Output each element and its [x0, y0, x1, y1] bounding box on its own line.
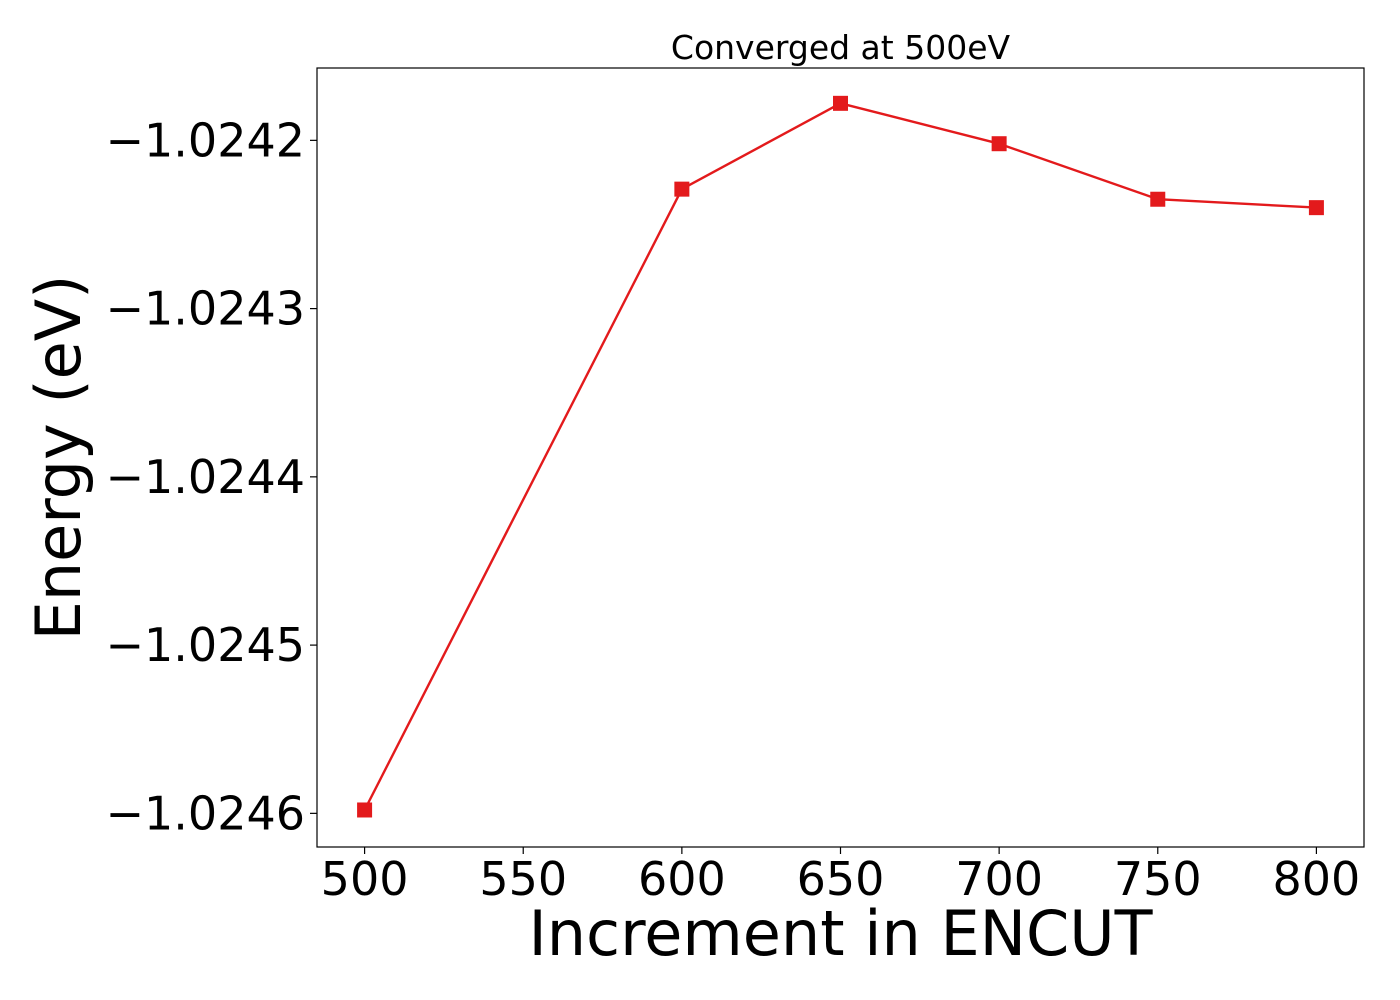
data-point-marker	[991, 136, 1007, 152]
y-tick-label: −1.0244	[106, 450, 306, 504]
y-tick-label: −1.0245	[106, 618, 306, 672]
data-point-marker	[674, 181, 690, 197]
data-point-marker	[833, 95, 848, 111]
x-tick-label: 700	[955, 852, 1043, 906]
plot-frame	[316, 67, 1365, 848]
x-axis-title: Increment in ENCUT	[528, 897, 1153, 970]
y-tick-label: −1.0242	[106, 113, 306, 167]
y-tick-label: −1.0243	[106, 282, 306, 336]
x-tick-label: 750	[1114, 852, 1202, 906]
y-axis-title: Energy (eV)	[22, 275, 95, 641]
data-point-marker	[357, 802, 373, 818]
x-tick-label: 600	[638, 852, 726, 906]
x-tick-label: 800	[1273, 852, 1361, 906]
ticks-layer: 500 550 600 650 700 750 800 −1.0246 −1.0245 −1.02…	[106, 113, 1361, 906]
chart-title: Converged at 500eV	[671, 28, 1011, 67]
data-point-marker	[1150, 191, 1166, 207]
x-tick-label: 550	[479, 852, 567, 906]
x-tick-label: 500	[321, 852, 409, 906]
x-tick-label: 650	[797, 852, 885, 906]
y-tick-label: −1.0246	[106, 786, 306, 840]
data-point-marker	[1308, 200, 1324, 216]
series-layer	[357, 95, 1324, 818]
series-line	[363, 102, 1317, 811]
